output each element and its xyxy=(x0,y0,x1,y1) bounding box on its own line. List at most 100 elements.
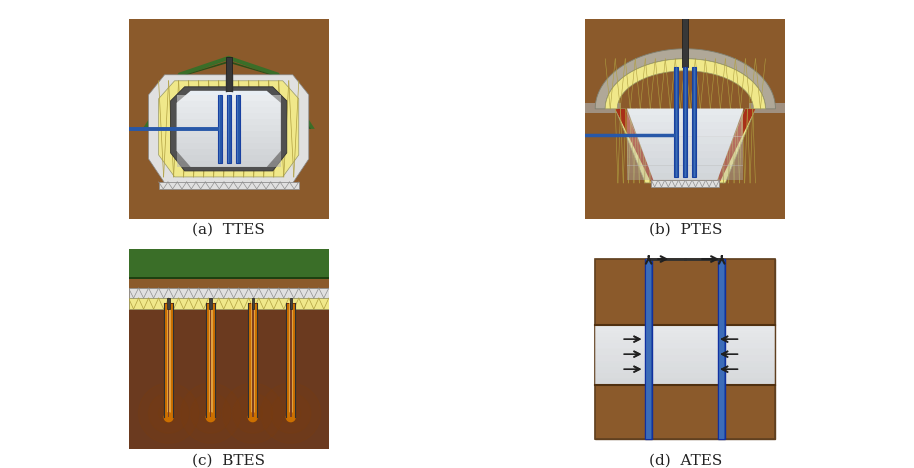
Text: (d)  ATES: (d) ATES xyxy=(649,453,722,467)
Bar xyxy=(226,57,231,91)
Bar xyxy=(250,303,255,417)
Bar xyxy=(129,288,329,298)
Bar xyxy=(129,277,329,279)
Bar xyxy=(627,115,743,122)
Bar xyxy=(227,95,230,163)
Bar xyxy=(683,11,688,67)
Bar xyxy=(290,298,292,309)
Polygon shape xyxy=(176,91,281,167)
Bar xyxy=(595,361,775,367)
Bar xyxy=(176,137,281,143)
Bar xyxy=(210,303,211,417)
Bar xyxy=(675,67,678,177)
Bar xyxy=(176,131,281,137)
Polygon shape xyxy=(146,61,311,129)
Bar xyxy=(228,95,229,163)
Bar xyxy=(176,155,281,161)
Circle shape xyxy=(223,383,282,443)
Bar xyxy=(237,95,239,163)
Polygon shape xyxy=(615,109,655,183)
Circle shape xyxy=(281,403,301,423)
Bar xyxy=(159,182,299,189)
Bar xyxy=(595,325,775,333)
Bar xyxy=(290,303,292,417)
Bar xyxy=(692,67,696,177)
Bar xyxy=(595,325,775,385)
Bar xyxy=(252,303,253,417)
Bar xyxy=(719,259,725,439)
Circle shape xyxy=(271,393,311,433)
Bar xyxy=(176,161,281,167)
Bar xyxy=(236,95,239,163)
Bar xyxy=(595,379,775,385)
Bar xyxy=(585,19,785,109)
Bar xyxy=(595,385,775,439)
Bar xyxy=(595,367,775,373)
Bar xyxy=(176,113,281,119)
Circle shape xyxy=(243,403,262,423)
Bar xyxy=(168,303,169,417)
Bar xyxy=(176,95,281,101)
Polygon shape xyxy=(171,87,287,171)
Bar xyxy=(207,303,215,417)
Bar xyxy=(166,303,171,417)
Bar xyxy=(176,143,281,149)
Polygon shape xyxy=(716,109,755,183)
Bar xyxy=(251,298,254,309)
Polygon shape xyxy=(605,59,765,109)
Bar xyxy=(595,373,775,379)
Bar xyxy=(286,303,295,417)
Bar xyxy=(595,355,775,363)
Bar xyxy=(129,279,329,309)
Circle shape xyxy=(149,393,188,433)
Bar xyxy=(595,363,775,370)
Bar xyxy=(595,378,775,385)
Bar xyxy=(176,101,281,107)
Polygon shape xyxy=(159,81,299,177)
Polygon shape xyxy=(615,109,655,183)
Bar xyxy=(209,298,212,309)
Circle shape xyxy=(286,413,295,422)
Bar xyxy=(176,107,281,113)
Bar xyxy=(595,370,775,378)
Bar xyxy=(685,67,686,177)
Bar xyxy=(595,385,775,439)
Polygon shape xyxy=(143,56,314,129)
Bar xyxy=(595,348,775,355)
Bar xyxy=(627,144,743,151)
Bar xyxy=(218,95,222,163)
Circle shape xyxy=(260,383,321,443)
Bar xyxy=(595,333,775,340)
Bar xyxy=(595,325,775,331)
Polygon shape xyxy=(149,75,309,183)
Bar xyxy=(627,108,743,115)
Text: (a)  TTES: (a) TTES xyxy=(192,223,265,237)
Bar xyxy=(627,129,743,137)
Bar xyxy=(627,158,743,166)
Bar xyxy=(176,124,281,131)
Circle shape xyxy=(201,403,220,423)
Bar xyxy=(595,349,775,355)
Circle shape xyxy=(249,413,257,422)
Text: (c)  BTES: (c) BTES xyxy=(192,453,265,467)
Polygon shape xyxy=(595,49,775,109)
Bar xyxy=(167,298,170,309)
Bar xyxy=(645,259,653,439)
Bar xyxy=(627,122,743,130)
Bar xyxy=(718,259,726,439)
Bar xyxy=(652,180,719,187)
Bar xyxy=(595,331,775,337)
Bar xyxy=(627,137,743,144)
Polygon shape xyxy=(627,109,743,180)
Bar xyxy=(595,325,775,385)
Polygon shape xyxy=(129,19,329,129)
Bar xyxy=(675,67,677,177)
Bar xyxy=(176,149,281,155)
Bar xyxy=(595,355,775,361)
Bar xyxy=(694,67,695,177)
Circle shape xyxy=(207,413,215,422)
Text: (b)  PTES: (b) PTES xyxy=(649,223,722,237)
Circle shape xyxy=(139,383,198,443)
Bar xyxy=(749,103,785,113)
Circle shape xyxy=(233,393,272,433)
